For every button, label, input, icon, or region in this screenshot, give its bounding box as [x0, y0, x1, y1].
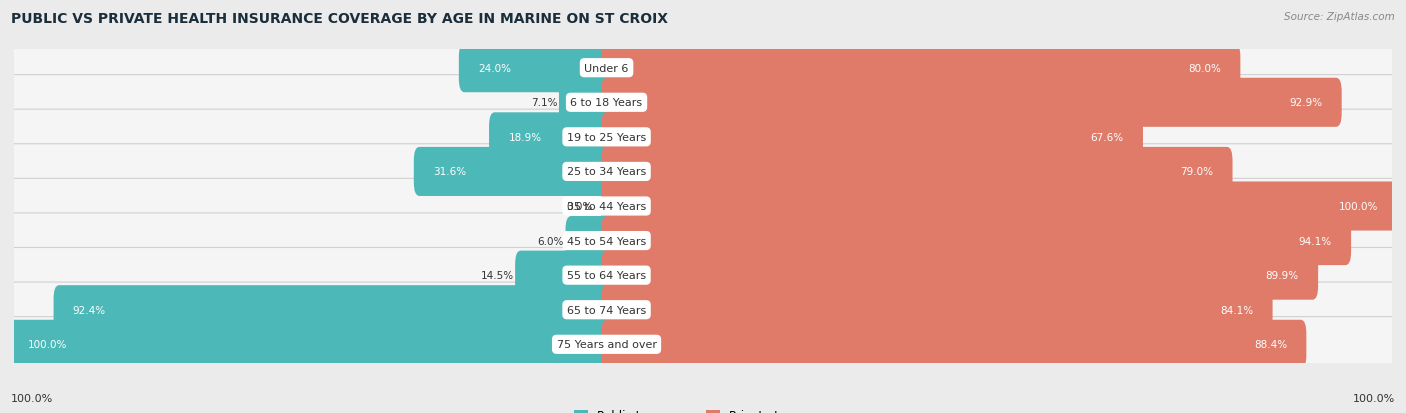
FancyBboxPatch shape — [53, 285, 612, 335]
FancyBboxPatch shape — [458, 44, 612, 93]
FancyBboxPatch shape — [413, 147, 612, 197]
Text: 100.0%: 100.0% — [28, 339, 67, 349]
Text: 67.6%: 67.6% — [1091, 133, 1123, 142]
FancyBboxPatch shape — [560, 78, 612, 128]
FancyBboxPatch shape — [8, 320, 612, 369]
FancyBboxPatch shape — [10, 214, 1396, 268]
Text: 100.0%: 100.0% — [1339, 202, 1378, 211]
FancyBboxPatch shape — [600, 78, 1341, 128]
Text: Under 6: Under 6 — [585, 64, 628, 74]
Text: 0.0%: 0.0% — [567, 202, 593, 211]
Text: Source: ZipAtlas.com: Source: ZipAtlas.com — [1284, 12, 1395, 22]
FancyBboxPatch shape — [600, 113, 1143, 162]
Text: 80.0%: 80.0% — [1188, 64, 1220, 74]
Text: 94.1%: 94.1% — [1299, 236, 1331, 246]
FancyBboxPatch shape — [565, 216, 612, 266]
FancyBboxPatch shape — [10, 41, 1396, 96]
Text: 84.1%: 84.1% — [1220, 305, 1253, 315]
FancyBboxPatch shape — [600, 216, 1351, 266]
FancyBboxPatch shape — [600, 251, 1319, 300]
FancyBboxPatch shape — [600, 285, 1272, 335]
FancyBboxPatch shape — [10, 317, 1396, 372]
FancyBboxPatch shape — [600, 147, 1233, 197]
Text: 79.0%: 79.0% — [1180, 167, 1213, 177]
FancyBboxPatch shape — [10, 282, 1396, 337]
FancyBboxPatch shape — [600, 44, 1240, 93]
Text: 75 Years and over: 75 Years and over — [557, 339, 657, 349]
Text: 55 to 64 Years: 55 to 64 Years — [567, 271, 647, 280]
Text: 24.0%: 24.0% — [478, 64, 512, 74]
Text: 18.9%: 18.9% — [509, 133, 541, 142]
Text: PUBLIC VS PRIVATE HEALTH INSURANCE COVERAGE BY AGE IN MARINE ON ST CROIX: PUBLIC VS PRIVATE HEALTH INSURANCE COVER… — [11, 12, 668, 26]
Text: 89.9%: 89.9% — [1265, 271, 1299, 280]
Text: 100.0%: 100.0% — [1353, 393, 1395, 403]
Text: 45 to 54 Years: 45 to 54 Years — [567, 236, 647, 246]
FancyBboxPatch shape — [10, 145, 1396, 199]
Text: 88.4%: 88.4% — [1254, 339, 1286, 349]
Text: 35 to 44 Years: 35 to 44 Years — [567, 202, 647, 211]
Text: 7.1%: 7.1% — [531, 98, 558, 108]
FancyBboxPatch shape — [10, 179, 1396, 234]
Text: 92.4%: 92.4% — [73, 305, 105, 315]
Text: 6 to 18 Years: 6 to 18 Years — [571, 98, 643, 108]
FancyBboxPatch shape — [10, 248, 1396, 303]
Text: 14.5%: 14.5% — [481, 271, 513, 280]
Text: 65 to 74 Years: 65 to 74 Years — [567, 305, 647, 315]
Text: 25 to 34 Years: 25 to 34 Years — [567, 167, 647, 177]
FancyBboxPatch shape — [600, 320, 1306, 369]
Text: 92.9%: 92.9% — [1289, 98, 1323, 108]
Legend: Public Insurance, Private Insurance: Public Insurance, Private Insurance — [569, 404, 837, 413]
FancyBboxPatch shape — [515, 251, 612, 300]
Text: 6.0%: 6.0% — [537, 236, 564, 246]
FancyBboxPatch shape — [489, 113, 612, 162]
FancyBboxPatch shape — [10, 76, 1396, 131]
Text: 19 to 25 Years: 19 to 25 Years — [567, 133, 647, 142]
FancyBboxPatch shape — [10, 110, 1396, 165]
FancyBboxPatch shape — [600, 182, 1398, 231]
Text: 31.6%: 31.6% — [433, 167, 467, 177]
Text: 100.0%: 100.0% — [11, 393, 53, 403]
